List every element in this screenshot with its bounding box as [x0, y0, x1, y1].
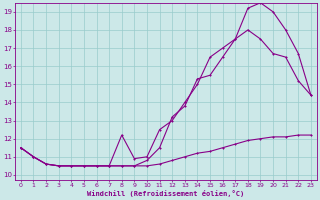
X-axis label: Windchill (Refroidissement éolien,°C): Windchill (Refroidissement éolien,°C)	[87, 190, 244, 197]
